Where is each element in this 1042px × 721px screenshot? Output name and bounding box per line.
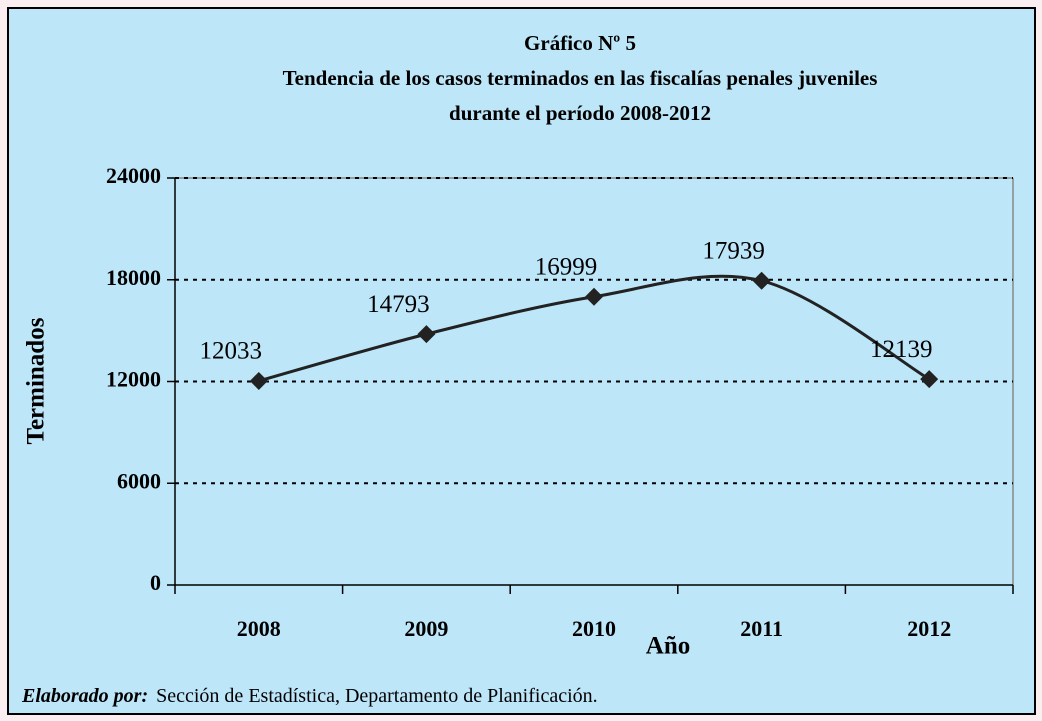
data-label: 12033 bbox=[200, 338, 263, 365]
x-tick-label: 2012 bbox=[907, 616, 951, 641]
marker bbox=[249, 371, 268, 390]
source: Elaborado por: Sección de Estadística, De… bbox=[21, 685, 598, 707]
data-label: 12139 bbox=[870, 336, 933, 363]
data-label: 16999 bbox=[535, 253, 598, 280]
y-axis-label: Terminados bbox=[23, 317, 50, 444]
source-label: Elaborado por: bbox=[21, 685, 148, 707]
marker bbox=[585, 287, 603, 306]
x-axis-label: Año bbox=[646, 633, 690, 660]
marker bbox=[920, 370, 939, 389]
chart-subtitle: durante el período 2008-2012 bbox=[449, 101, 711, 125]
x-tick-label: 2011 bbox=[740, 616, 783, 641]
source-text: Sección de Estadística, Departamento de … bbox=[156, 685, 598, 707]
y-tick-label: 0 bbox=[150, 570, 161, 595]
marker bbox=[752, 271, 771, 290]
x-tick-label: 2008 bbox=[237, 616, 281, 641]
data-label: 17939 bbox=[702, 238, 765, 265]
panel bbox=[7, 7, 1036, 715]
chart-title: Gráfico Nº 5 bbox=[524, 31, 636, 55]
x-tick-label: 2010 bbox=[572, 616, 616, 641]
y-tick-label: 24000 bbox=[106, 163, 161, 188]
y-tick-label: 6000 bbox=[117, 468, 161, 493]
data-label: 14793 bbox=[367, 291, 430, 318]
x-tick-label: 2009 bbox=[404, 616, 448, 641]
y-tick-label: 12000 bbox=[106, 367, 161, 392]
chart-subtitle: Tendencia de los casos terminados en las… bbox=[283, 66, 878, 90]
marker bbox=[417, 325, 436, 344]
y-tick-label: 18000 bbox=[106, 265, 161, 290]
